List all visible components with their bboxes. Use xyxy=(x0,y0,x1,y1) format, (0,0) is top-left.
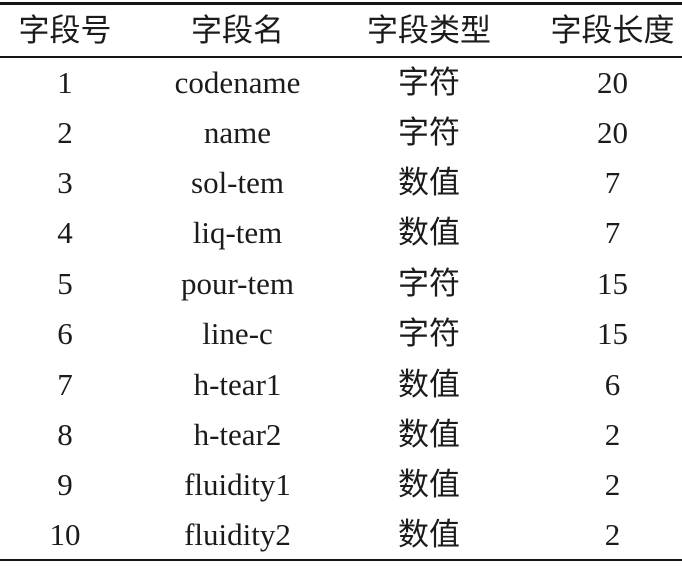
cell-field-name: liq-tem xyxy=(192,215,283,251)
field-definition-table: 字段号 字段名 字段类型 字段长度 1 codename 字符 20 2 nam… xyxy=(0,2,682,562)
table-row: 4 liq-tem 数值 7 xyxy=(0,208,682,258)
cell-field-length: 6 xyxy=(604,366,621,402)
cell-field-length: 20 xyxy=(597,114,628,150)
cell-field-length: 2 xyxy=(604,467,621,503)
cell-field-number: 8 xyxy=(57,416,73,452)
cell-field-number: 9 xyxy=(57,467,73,503)
cell-field-number: 5 xyxy=(57,265,73,301)
cell-field-number: 10 xyxy=(49,517,81,553)
cell-field-name: line-c xyxy=(202,316,273,352)
cell-field-length: 15 xyxy=(597,316,628,352)
cell-field-length: 15 xyxy=(597,265,628,301)
table-row: 9 fluidity1 数值 2 xyxy=(0,460,682,510)
cell-field-number: 1 xyxy=(57,64,73,100)
table-row: 5 pour-tem 字符 15 xyxy=(0,258,682,308)
cell-field-name: sol-tem xyxy=(191,164,284,200)
cell-field-type: 字符 xyxy=(398,316,460,352)
column-header-field-type: 字段类型 xyxy=(345,3,513,58)
cell-field-number: 7 xyxy=(57,366,73,402)
cell-field-type: 字符 xyxy=(398,64,460,100)
cell-field-number: 6 xyxy=(57,316,73,352)
cell-field-name: fluidity2 xyxy=(184,517,291,553)
cell-field-length: 2 xyxy=(604,416,621,452)
table-row: 8 h-tear2 数值 2 xyxy=(0,409,682,459)
cell-field-type: 数值 xyxy=(398,517,460,553)
cell-field-type: 字符 xyxy=(398,114,460,150)
table-row: 1 codename 字符 20 xyxy=(0,57,682,107)
cell-field-name: codename xyxy=(174,64,301,100)
cell-field-type: 数值 xyxy=(398,215,460,251)
cell-field-type: 数值 xyxy=(398,467,460,503)
cell-field-length: 7 xyxy=(604,164,621,200)
table-row: 6 line-c 字符 15 xyxy=(0,308,682,358)
cell-field-name: pour-tem xyxy=(180,265,294,301)
table-row: 3 sol-tem 数值 7 xyxy=(0,157,682,207)
cell-field-type: 数值 xyxy=(398,366,460,402)
column-header-field-name: 字段名 xyxy=(130,3,345,58)
column-header-field-length: 字段长度 xyxy=(513,3,682,58)
cell-field-type: 数值 xyxy=(398,164,460,200)
cell-field-name: fluidity1 xyxy=(184,467,291,503)
cell-field-number: 2 xyxy=(57,114,73,150)
cell-field-name: h-tear2 xyxy=(193,416,282,452)
cell-field-length: 2 xyxy=(604,517,621,553)
table-row: 7 h-tear1 数值 6 xyxy=(0,359,682,409)
cell-field-number: 3 xyxy=(57,164,73,200)
cell-field-length: 20 xyxy=(597,64,628,100)
column-header-field-number: 字段号 xyxy=(0,3,130,58)
cell-field-length: 7 xyxy=(604,215,621,251)
cell-field-number: 4 xyxy=(57,215,73,251)
table-row: 2 name 字符 20 xyxy=(0,107,682,157)
cell-field-type: 数值 xyxy=(398,416,460,452)
cell-field-name: name xyxy=(203,114,272,150)
cell-field-name: h-tear1 xyxy=(193,366,282,402)
table-row: 10 fluidity2 数值 2 xyxy=(0,510,682,560)
table-header-row: 字段号 字段名 字段类型 字段长度 xyxy=(0,3,682,58)
cell-field-type: 字符 xyxy=(398,265,460,301)
